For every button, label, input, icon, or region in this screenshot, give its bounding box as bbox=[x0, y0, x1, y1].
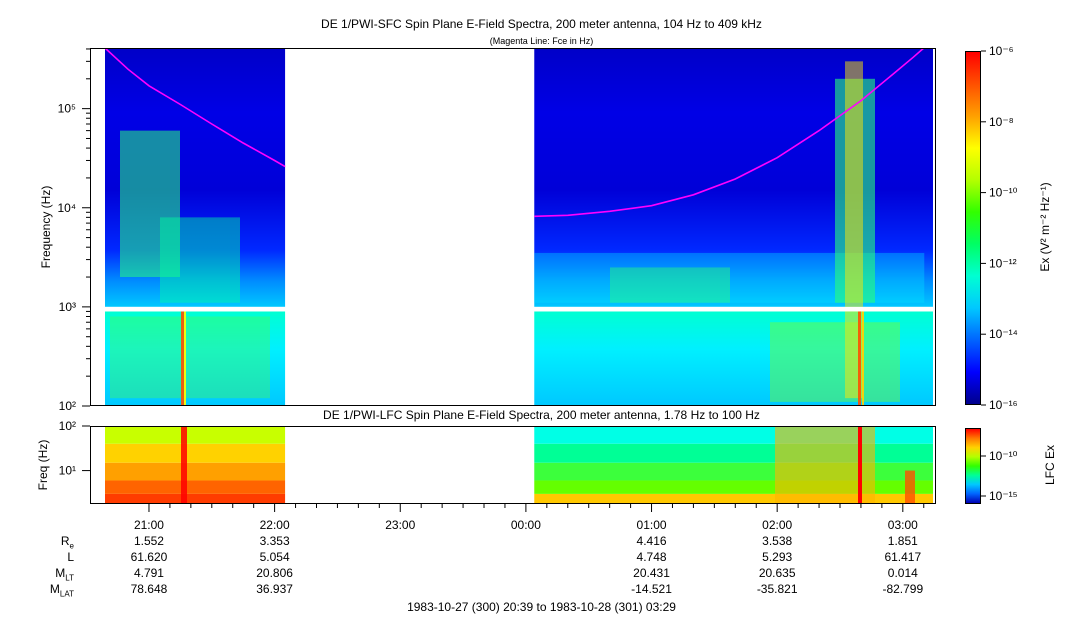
ephemeris-label-sub: LT bbox=[65, 573, 74, 583]
sfc-burst-streak bbox=[181, 311, 184, 406]
lfc-burst-streak bbox=[181, 426, 187, 504]
lfc-band bbox=[105, 493, 286, 504]
fce-line bbox=[534, 48, 925, 218]
ephemeris-row-label: MLAT bbox=[20, 582, 74, 598]
ephemeris-value: 4.748 bbox=[636, 550, 667, 564]
sfc-tick-label: 10⁴ bbox=[57, 201, 76, 215]
sfc-y-axis: 10² 10³ 10⁴ 10⁵ bbox=[57, 48, 90, 413]
sfc-colorbar-tick-label: 10⁻⁸ bbox=[989, 115, 1014, 129]
sfc-colorbar-label: Ex (V² m⁻² Hz⁻¹) bbox=[1038, 182, 1052, 272]
ephemeris-value: 1.851 bbox=[887, 534, 918, 548]
lfc-burst-streak bbox=[905, 470, 915, 504]
lfc-colorbar bbox=[965, 428, 981, 504]
sfc-low-band bbox=[105, 311, 286, 406]
time-tick-label: 00:00 bbox=[510, 518, 541, 532]
sfc-tick-label: 10² bbox=[59, 399, 76, 413]
lfc-spectrogram-plot bbox=[105, 426, 933, 504]
lfc-spectrogram bbox=[90, 426, 936, 504]
ephemeris-label-main: R bbox=[60, 534, 70, 548]
time-range-label: 1983-10-27 (300) 20:39 to 1983-10-28 (30… bbox=[407, 600, 676, 614]
sfc-activity-region bbox=[160, 217, 240, 303]
sfc-tick-label: 10⁵ bbox=[58, 102, 76, 116]
time-axis-ticks bbox=[148, 504, 925, 512]
bottom-chart-title: DE 1/PWI-LFC Spin Plane E-Field Spectra,… bbox=[323, 408, 760, 422]
time-tick-label: 02:00 bbox=[762, 518, 793, 532]
sfc-activity-region bbox=[610, 267, 730, 303]
sfc-activity-region bbox=[770, 322, 900, 402]
ephemeris-label-sub: LAT bbox=[59, 589, 74, 599]
time-tick-label: 21:00 bbox=[133, 518, 164, 532]
lfc-colorbar-label: LFC Ex bbox=[1043, 445, 1057, 486]
lfc-burst-streak bbox=[858, 426, 862, 504]
sfc-activity-region bbox=[120, 130, 180, 278]
sfc-colorbar-tick-label: 10⁻¹⁶ bbox=[989, 398, 1018, 412]
sfc-burst-streak bbox=[862, 311, 864, 406]
ephemeris-value: 4.791 bbox=[133, 566, 164, 580]
time-tick-label: 03:00 bbox=[887, 518, 918, 532]
ephemeris-value: 61.620 bbox=[130, 550, 168, 564]
sfc-spectrogram-plot bbox=[90, 48, 936, 406]
sfc-colorbar-tick-label: 10⁻¹² bbox=[989, 256, 1017, 270]
ephemeris-row-label: MLT bbox=[20, 566, 74, 582]
sfc-band-gap bbox=[90, 306, 936, 312]
ephemeris-value: 78.648 bbox=[130, 582, 168, 596]
ephemeris-value: 1.552 bbox=[133, 534, 164, 548]
lfc-band bbox=[105, 426, 286, 444]
time-axis-labels: 21:00 22:00 23:00 00:00 01:00 02:00 03:00 bbox=[90, 518, 936, 534]
lfc-tick-label: 10² bbox=[59, 420, 76, 433]
ephemeris-value: 3.353 bbox=[259, 534, 290, 548]
sfc-spectrogram bbox=[90, 48, 936, 406]
ephemeris-value: -82.799 bbox=[882, 582, 924, 596]
sfc-frame bbox=[90, 48, 936, 406]
ephemeris-table: Re 1.552 3.353 4.416 3.538 1.851 L 61.620 5.054 4… bbox=[0, 534, 1083, 600]
sfc-colorbar-axis: 10⁻⁶ 10⁻⁸ 10⁻¹⁰ 10⁻¹² 10⁻¹⁴ 10⁻¹⁶ bbox=[981, 44, 1018, 412]
ephemeris-value: 20.431 bbox=[633, 566, 670, 580]
ephemeris-label-main: M bbox=[49, 582, 60, 596]
sfc-tick-label: 10³ bbox=[59, 300, 76, 314]
ephemeris-value: 0.014 bbox=[887, 566, 918, 580]
lfc-colorbar-tick-label: 10⁻¹⁵ bbox=[989, 489, 1018, 503]
time-tick-label: 22:00 bbox=[259, 518, 290, 532]
sfc-colorbar-tick-label: 10⁻¹⁰ bbox=[989, 186, 1018, 200]
ephemeris-value: 5.054 bbox=[259, 550, 290, 564]
lfc-colorbar-axis: 10⁻¹⁰ 10⁻¹⁵ bbox=[981, 449, 1018, 503]
sfc-activity-region bbox=[110, 316, 270, 399]
lfc-colorbar-tick-label: 10⁻¹⁰ bbox=[989, 449, 1018, 463]
time-tick-label: 23:00 bbox=[385, 518, 416, 532]
ephemeris-label-sub: e bbox=[69, 541, 74, 551]
lfc-band bbox=[105, 480, 286, 494]
sfc-colorbar bbox=[965, 51, 981, 405]
ephemeris-value: 3.538 bbox=[762, 534, 793, 548]
ephemeris-row-label: Re bbox=[20, 534, 74, 550]
top-chart-title: DE 1/PWI-SFC Spin Plane E-Field Spectra,… bbox=[321, 17, 762, 31]
ephemeris-value: 36.937 bbox=[256, 582, 293, 596]
lfc-band bbox=[534, 493, 933, 504]
time-tick-label: 01:00 bbox=[636, 518, 667, 532]
ephemeris-value: -14.521 bbox=[631, 582, 672, 596]
lfc-frame bbox=[90, 426, 936, 504]
sfc-burst-streak bbox=[858, 311, 861, 406]
lfc-tick-label: 10¹ bbox=[59, 464, 76, 478]
fce-line bbox=[104, 48, 286, 168]
lfc-band bbox=[105, 443, 286, 463]
ephemeris-value: 5.293 bbox=[762, 550, 793, 564]
ephemeris-value: 20.806 bbox=[256, 566, 293, 580]
ephemeris-value: -35.821 bbox=[756, 582, 798, 596]
lfc-band bbox=[105, 462, 286, 481]
ephemeris-value: 4.416 bbox=[636, 534, 667, 548]
ephemeris-value: 20.635 bbox=[758, 566, 796, 580]
sfc-low-band bbox=[534, 311, 933, 406]
ephemeris-row-label: L bbox=[20, 550, 74, 564]
lfc-y-axis: 10¹ 10² bbox=[59, 420, 90, 478]
ephemeris-value: 61.417 bbox=[884, 550, 922, 564]
sfc-colorbar-tick-label: 10⁻¹⁴ bbox=[989, 327, 1018, 341]
sfc-colorbar-tick-label: 10⁻⁶ bbox=[989, 44, 1014, 58]
ephemeris-label-main: M bbox=[55, 566, 66, 580]
top-chart-subtitle: (Magenta Line: Fce in Hz) bbox=[489, 36, 594, 46]
ephemeris-label-main: L bbox=[67, 550, 74, 564]
sfc-burst-streak bbox=[184, 311, 186, 406]
